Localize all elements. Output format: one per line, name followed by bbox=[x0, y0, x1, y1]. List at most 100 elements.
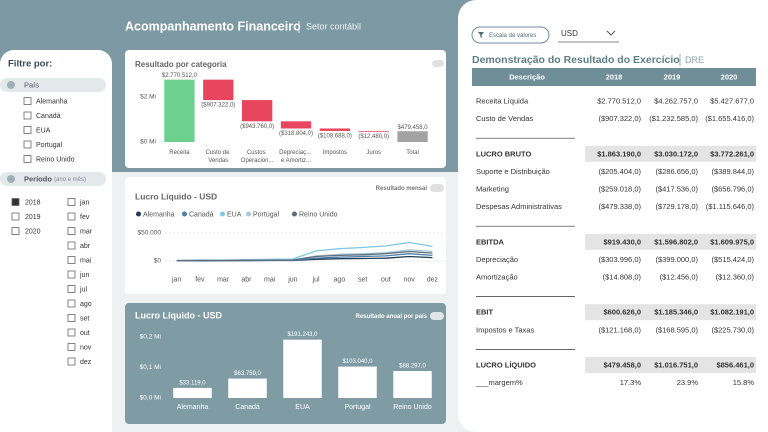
cell-value: $600.626,0 bbox=[603, 308, 641, 317]
checkbox[interactable] bbox=[67, 241, 76, 250]
cell-value: ($1.115.646,0) bbox=[706, 202, 755, 211]
bar bbox=[397, 131, 428, 142]
chevron bbox=[606, 30, 616, 36]
x-tick-label: Portugal bbox=[344, 404, 371, 411]
country-option: Canadá bbox=[36, 113, 61, 120]
cell-value: ($121.168,0) bbox=[598, 325, 641, 334]
checkbox[interactable] bbox=[67, 270, 76, 279]
checkbox[interactable] bbox=[23, 126, 32, 134]
column-header: 2018 bbox=[606, 72, 623, 81]
x-tick-label: Custos Operacion... bbox=[241, 150, 274, 164]
badge: Resultado anual por país bbox=[356, 314, 428, 320]
row-label: Despesas Administrativas bbox=[476, 202, 562, 211]
checkbox[interactable] bbox=[23, 111, 32, 120]
legend-label: EUA bbox=[227, 211, 242, 218]
checkbox[interactable] bbox=[67, 285, 76, 293]
row-label: Marketing bbox=[476, 184, 509, 193]
x-tick-label: Total bbox=[406, 150, 419, 156]
checkbox[interactable] bbox=[67, 299, 76, 308]
year-option: 2018 bbox=[25, 199, 41, 206]
icon bbox=[7, 81, 15, 89]
checkbox[interactable] bbox=[23, 140, 32, 149]
checkbox[interactable] bbox=[11, 212, 20, 221]
cell-value: ($399.000,0) bbox=[655, 255, 698, 264]
bar bbox=[164, 79, 195, 142]
checkbox[interactable] bbox=[67, 328, 76, 337]
checkbox[interactable] bbox=[67, 357, 76, 366]
filter-icon bbox=[478, 32, 484, 38]
row-highlight bbox=[585, 304, 756, 321]
checkbox[interactable] bbox=[67, 314, 76, 322]
y-tick-label: $0,2 Mi bbox=[140, 334, 161, 341]
country-option: EUA bbox=[36, 127, 51, 134]
checkbox[interactable] bbox=[67, 256, 76, 264]
cell-value: $919.430,0 bbox=[603, 237, 641, 246]
checkbox[interactable] bbox=[23, 97, 32, 105]
toggle-label: Resultado mensal bbox=[376, 186, 428, 192]
column-header: 2020 bbox=[721, 72, 738, 81]
scale-button[interactable] bbox=[471, 26, 550, 44]
country-option: Reino Unido bbox=[36, 156, 75, 163]
table-panel bbox=[458, 0, 768, 432]
value-label: ($943.760,0) bbox=[240, 124, 274, 130]
value-label: $33.119,0 bbox=[179, 380, 206, 386]
checkbox[interactable] bbox=[67, 343, 76, 351]
y-tick-label: $0,1 Mi bbox=[140, 364, 161, 371]
checkbox[interactable] bbox=[11, 227, 20, 235]
toggle[interactable] bbox=[432, 60, 444, 67]
page-title: Acompanhamento Financeiro bbox=[125, 19, 301, 33]
month-option: jan bbox=[79, 199, 89, 206]
cell-value: $4.262.757,0 bbox=[654, 96, 698, 105]
toggle[interactable] bbox=[430, 184, 444, 192]
column-header: Descrição bbox=[509, 72, 545, 81]
checkbox[interactable] bbox=[67, 227, 76, 235]
cell-value: $3.030.172,0 bbox=[654, 149, 698, 158]
checkbox[interactable] bbox=[67, 212, 76, 221]
cell-value: 15.8% bbox=[733, 378, 755, 387]
cell-value: 17.3% bbox=[620, 378, 642, 387]
x-tick-label: out bbox=[381, 277, 391, 284]
y-tick-label: $0 bbox=[154, 258, 162, 265]
month-option: jul bbox=[79, 286, 87, 293]
cell-value: $2.770.512,0 bbox=[597, 96, 641, 105]
row-label: LUCRO BRUTO bbox=[476, 149, 531, 158]
country-option: Alemanha bbox=[36, 98, 68, 105]
x-tick-label: Reino Unido bbox=[393, 404, 432, 411]
legend-marker bbox=[220, 211, 225, 217]
country-pill bbox=[0, 78, 106, 92]
period-pill bbox=[0, 172, 106, 186]
checkbox[interactable] bbox=[11, 198, 20, 206]
x-tick-label: dez bbox=[427, 277, 439, 284]
year-option: 2019 bbox=[25, 214, 41, 221]
bar bbox=[173, 387, 212, 398]
cell-value: $1.596.802,0 bbox=[654, 237, 698, 246]
month-option: dez bbox=[80, 359, 92, 366]
cell-value: $3.772.261,0 bbox=[710, 149, 754, 158]
checkbox[interactable] bbox=[67, 198, 76, 206]
x-tick-label: abr bbox=[241, 277, 252, 284]
x-tick-label: jun bbox=[287, 277, 297, 284]
cell-value: ($515.424,0) bbox=[711, 255, 754, 264]
cell-value: 23.9% bbox=[677, 378, 699, 387]
cell-value: ($12.360,0) bbox=[716, 272, 755, 281]
y-tick-label: $2 Mi bbox=[140, 94, 156, 101]
table-tag: DRE bbox=[685, 55, 704, 65]
cell-value: ($417.536,0) bbox=[655, 184, 698, 193]
chart-title: Lucro Líquido - USD bbox=[135, 310, 222, 320]
checkbox[interactable] bbox=[23, 155, 32, 163]
cell-value: ($205.404,0) bbox=[598, 167, 641, 176]
month-option: mai bbox=[80, 257, 92, 264]
toggle[interactable] bbox=[430, 312, 444, 320]
cell-value: ($907.322,0) bbox=[598, 114, 641, 123]
x-tick-label: fev bbox=[195, 277, 205, 284]
row-label: Depreciação bbox=[476, 255, 518, 264]
cell-value: ($225.730,0) bbox=[711, 325, 754, 334]
period-label: Período bbox=[24, 174, 52, 183]
cell-value: $5.427.677,0 bbox=[710, 96, 754, 105]
month-option: nov bbox=[80, 344, 92, 351]
month-option: out bbox=[80, 330, 90, 337]
currency-dropdown[interactable]: USD bbox=[561, 29, 578, 38]
table-header bbox=[472, 68, 756, 86]
country-label: País bbox=[24, 80, 39, 89]
